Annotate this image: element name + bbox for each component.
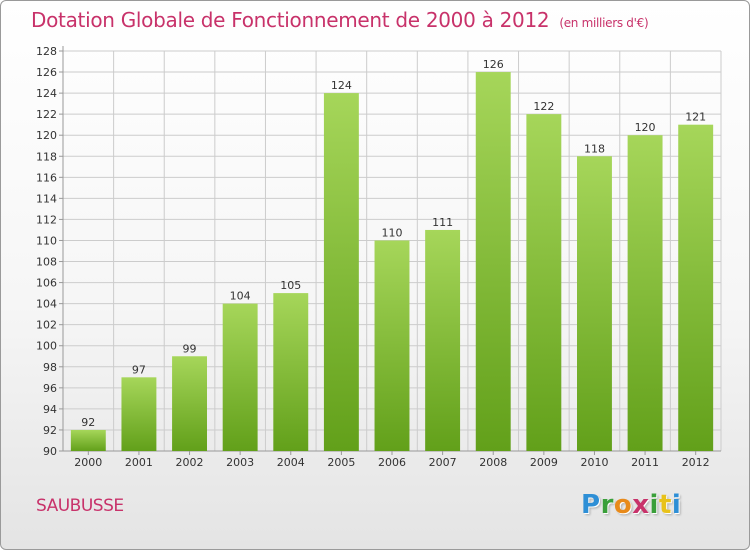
y-tick-label: 92 (43, 424, 57, 437)
bar-2003 (222, 303, 258, 451)
x-tick-label: 2000 (74, 456, 102, 469)
x-tick-label: 2006 (378, 456, 406, 469)
y-tick-label: 120 (36, 129, 57, 142)
bar-2012 (678, 124, 714, 452)
x-tick-label: 2008 (479, 456, 507, 469)
bar-2008 (475, 72, 511, 451)
chart-subtitle: (en milliers d'€) (559, 16, 649, 30)
bar-2006 (374, 240, 410, 451)
x-tick-label: 2005 (327, 456, 355, 469)
y-tick-label: 90 (43, 445, 57, 458)
y-tick-label: 126 (36, 66, 57, 79)
x-tick-label: 2010 (580, 456, 608, 469)
chart-title: Dotation Globale de Fonctionnement de 20… (31, 8, 649, 32)
y-tick-label: 108 (36, 256, 57, 269)
bar-2005 (323, 93, 359, 452)
data-label: 104 (230, 290, 251, 303)
data-label: 99 (183, 342, 197, 355)
data-label: 111 (432, 216, 453, 229)
bar-2010 (576, 156, 612, 451)
y-tick-label: 122 (36, 108, 57, 121)
bar-2002 (172, 356, 208, 451)
data-label: 92 (81, 416, 95, 429)
y-tick-label: 106 (36, 277, 57, 290)
bar-2011 (627, 135, 663, 452)
data-label: 118 (584, 142, 605, 155)
bar-2004 (273, 293, 309, 451)
labels: 90 92 94 96 98 100 102 104 106 108 110 112 114 116 118… (36, 45, 710, 469)
y-tick-label: 102 (36, 319, 57, 332)
y-tick-label: 110 (36, 234, 57, 247)
y-tick-label: 112 (36, 213, 57, 226)
bar-2000 (70, 429, 106, 451)
proxiti-logo: Proxiti (581, 490, 682, 520)
data-label: 120 (635, 121, 656, 134)
x-tick-label: 2009 (530, 456, 558, 469)
x-tick-label: 2007 (429, 456, 457, 469)
x-tick-label: 2011 (631, 456, 659, 469)
x-tick-label: 2003 (226, 456, 254, 469)
x-tick-label: 2001 (125, 456, 153, 469)
data-label: 105 (280, 279, 301, 292)
y-tick-label: 116 (36, 171, 57, 184)
data-label: 122 (533, 100, 554, 113)
data-label: 124 (331, 79, 352, 92)
y-tick-label: 100 (36, 340, 57, 353)
y-tick-label: 96 (43, 382, 57, 395)
commune-name: SAUBUSSE (36, 496, 124, 516)
bar-2007 (425, 229, 461, 451)
bar-2001 (121, 377, 157, 451)
y-tick-label: 118 (36, 150, 57, 163)
x-tick-label: 2004 (277, 456, 305, 469)
y-tick-label: 104 (36, 298, 57, 311)
y-tick-label: 94 (43, 403, 57, 416)
data-label: 97 (132, 363, 146, 376)
y-tick-label: 128 (36, 45, 57, 58)
data-label: 121 (685, 111, 706, 124)
y-tick-label: 124 (36, 87, 57, 100)
bars (70, 72, 714, 452)
x-tick-label: 2002 (176, 456, 204, 469)
title-text: Dotation Globale de Fonctionnement de 20… (31, 8, 550, 32)
x-tick-label: 2012 (682, 456, 710, 469)
data-label: 110 (382, 226, 403, 239)
bar-2009 (526, 114, 562, 451)
y-tick-label: 98 (43, 361, 57, 374)
data-label: 126 (483, 58, 504, 71)
y-tick-label: 114 (36, 192, 57, 205)
